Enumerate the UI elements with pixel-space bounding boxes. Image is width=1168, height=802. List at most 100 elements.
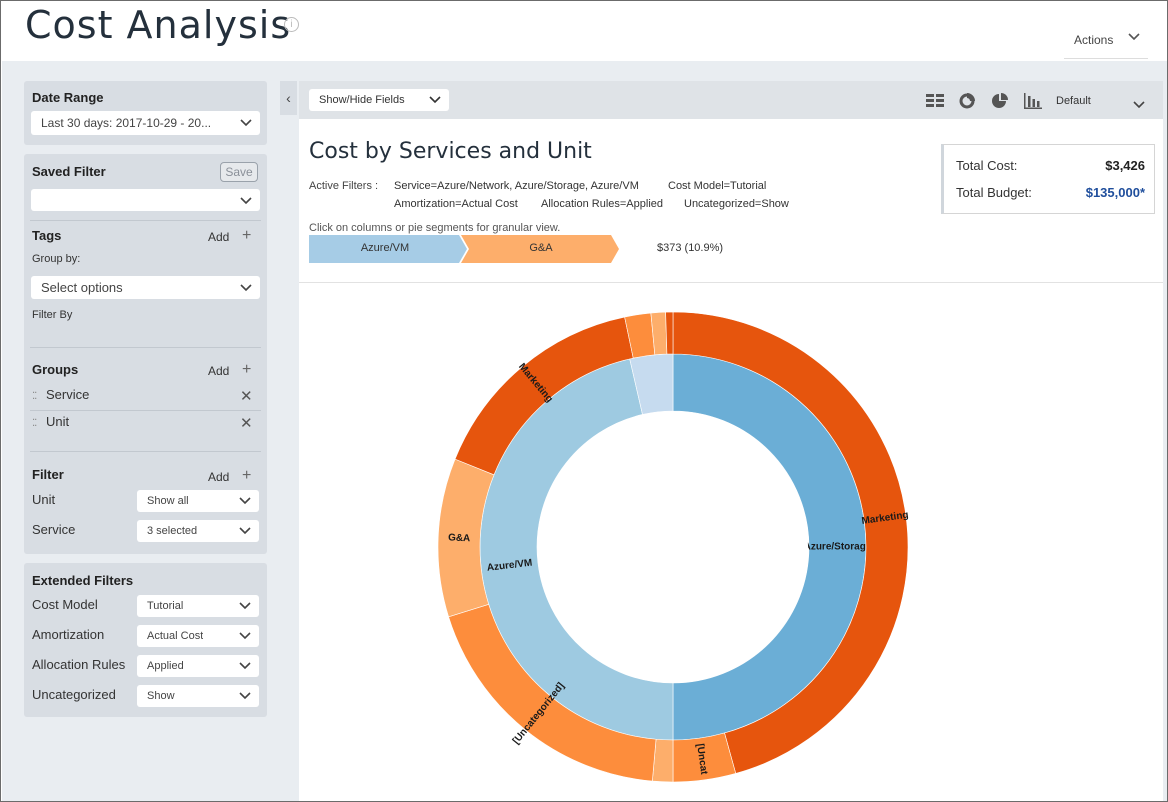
plus-icon[interactable]: + [242, 361, 252, 378]
group-by-select[interactable]: Select options [31, 276, 260, 299]
date-range-value: Last 30 days: 2017-10-29 - 20... [41, 116, 212, 130]
plus-icon[interactable]: + [242, 227, 252, 244]
sunburst-chart[interactable]: Azure/StorageAzure/VMMarketing[Uncat[Unc… [299, 81, 1163, 802]
info-icon[interactable]: i [284, 17, 299, 32]
filter-service-value: 3 selected [147, 525, 198, 537]
outer-ring-segment[interactable] [672, 311, 909, 774]
allocation-rules-select[interactable]: Applied [137, 655, 259, 677]
cost-model-select[interactable]: Tutorial [137, 595, 259, 617]
inner-ring-label: Azure/Storage [804, 542, 872, 553]
active-filter-service: Service=Azure/Network, Azure/Storage, Az… [394, 180, 639, 192]
main-panel: Show/Hide Fields Default [299, 81, 1163, 802]
outer-ring-segment[interactable] [665, 311, 674, 355]
amortization-value: Actual Cost [147, 630, 204, 642]
uncategorized-select[interactable]: Show [137, 685, 259, 707]
chevron-down-icon [239, 497, 251, 505]
extended-filters-card: Extended Filters Cost Model Tutorial Amo… [24, 563, 267, 717]
total-cost-label: Total Cost: [956, 158, 1018, 173]
drag-handle-icon[interactable]: ⁚⁚ [32, 391, 37, 402]
plus-icon[interactable]: + [242, 467, 252, 484]
collapse-sidebar-button[interactable]: ‹ [280, 81, 297, 115]
remove-icon[interactable]: ✕ [240, 388, 253, 405]
actions-dropdown[interactable]: Actions [1064, 27, 1148, 59]
view-preset-label[interactable]: Default [1056, 95, 1091, 107]
chevron-down-icon [239, 527, 251, 535]
chevron-down-icon [239, 602, 251, 610]
divider [30, 220, 261, 221]
group-by-placeholder: Select options [41, 280, 123, 295]
group-item-label: Service [46, 387, 90, 402]
total-cost-value: $3,426 [1105, 158, 1145, 173]
chevron-down-icon [239, 632, 251, 640]
chevron-down-icon [1128, 33, 1140, 41]
active-filter-allocation-rules: Allocation Rules=Applied [541, 198, 663, 210]
cost-summary-box: Total Cost: $3,426 Total Budget: $135,00… [941, 144, 1155, 214]
chevron-down-icon [239, 692, 251, 700]
filter-add-link[interactable]: Add [208, 470, 230, 484]
grid-icon[interactable] [926, 93, 944, 109]
chevron-down-icon [240, 119, 252, 127]
page-title: Cost Analysis [25, 3, 292, 47]
breadcrumb-azure-vm[interactable]: Azure/VM [309, 235, 469, 263]
pie-chart-icon[interactable] [991, 93, 1009, 109]
drag-handle-icon[interactable]: ⁚⁚ [32, 418, 37, 429]
filter-by-label: Filter By [32, 309, 73, 321]
filter-unit-label: Unit [32, 492, 56, 507]
amortization-select[interactable]: Actual Cost [137, 625, 259, 647]
groups-add-link[interactable]: Add [208, 364, 230, 378]
outer-ring-label: G&A [448, 532, 471, 544]
filter-unit-select[interactable]: Show all [137, 490, 259, 512]
date-range-select[interactable]: Last 30 days: 2017-10-29 - 20... [31, 111, 260, 135]
divider [30, 410, 261, 411]
cost-model-label: Cost Model [32, 597, 98, 612]
outer-ring-label: [Uncat [694, 743, 709, 776]
chart-title: Cost by Services and Unit [309, 139, 592, 164]
chevron-left-icon: ‹ [286, 90, 291, 106]
date-range-card: Date Range Last 30 days: 2017-10-29 - 20… [24, 81, 267, 145]
chart-toolbar: Show/Hide Fields Default [299, 81, 1163, 119]
filter-title: Filter [32, 467, 64, 482]
tags-title: Tags [32, 228, 62, 243]
extended-filters-title: Extended Filters [32, 573, 134, 588]
save-button[interactable]: Save [220, 162, 258, 182]
total-budget-label: Total Budget: [956, 185, 1032, 200]
date-range-title: Date Range [32, 90, 104, 105]
filter-service-label: Service [32, 522, 76, 537]
saved-filter-select[interactable] [31, 189, 260, 211]
bar-chart-icon[interactable] [1024, 93, 1042, 109]
cost-model-value: Tutorial [147, 600, 184, 612]
breadcrumb-label: G&A [529, 242, 553, 254]
breadcrumb-shape [461, 235, 619, 263]
uncategorized-label: Uncategorized [32, 687, 116, 702]
divider [30, 347, 261, 348]
tags-add-link[interactable]: Add [208, 230, 230, 244]
active-filter-amortization: Amortization=Actual Cost [394, 198, 518, 210]
inner-ring-label: Azure/VM [486, 558, 533, 574]
group-by-label: Group by: [32, 253, 81, 265]
show-hide-fields-dropdown[interactable]: Show/Hide Fields [309, 89, 449, 111]
breadcrumb-shape [309, 235, 467, 263]
filter-service-select[interactable]: 3 selected [137, 520, 259, 542]
sunburst-center[interactable] [538, 412, 808, 682]
remove-icon[interactable]: ✕ [240, 415, 253, 432]
saved-filter-title: Saved Filter [32, 164, 106, 179]
granular-view-hint: Click on columns or pie segments for gra… [309, 222, 561, 234]
breadcrumb-value: $373 (10.9%) [657, 242, 724, 254]
chevron-down-icon [429, 96, 441, 104]
group-item-label: Unit [46, 414, 70, 429]
breadcrumb-label: Azure/VM [360, 242, 410, 254]
filter-unit-value: Show all [147, 495, 189, 507]
divider [299, 282, 1163, 283]
active-filter-cost-model: Cost Model=Tutorial [668, 180, 767, 192]
filters-card: Saved Filter Save Tags Add + Group by: S… [24, 154, 267, 554]
donut-chart-icon[interactable] [958, 93, 976, 109]
chevron-down-icon [240, 284, 252, 292]
groups-title: Groups [32, 362, 79, 377]
chevron-down-icon [240, 197, 252, 205]
show-hide-fields-label: Show/Hide Fields [319, 94, 405, 106]
breadcrumb-g-and-a[interactable]: G&A [461, 235, 621, 263]
chevron-down-icon[interactable] [1133, 96, 1145, 114]
active-filters-label: Active Filters : [309, 180, 379, 192]
allocation-rules-value: Applied [147, 660, 184, 672]
